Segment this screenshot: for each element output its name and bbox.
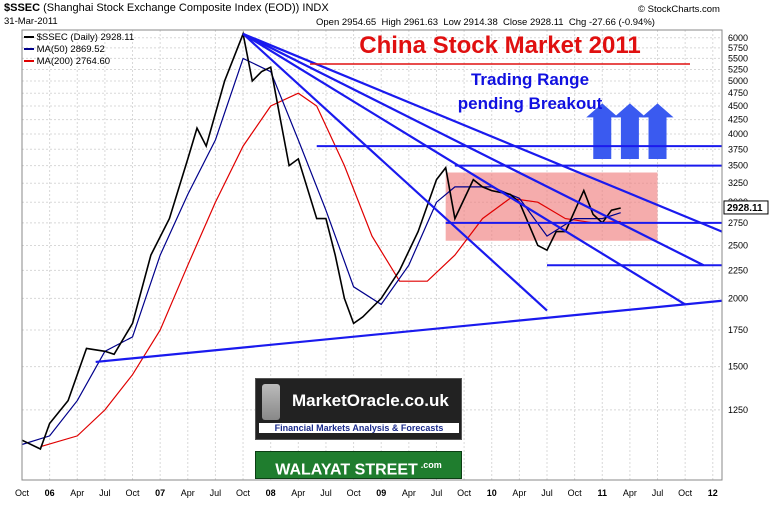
y-tick-label: 5250 [728, 64, 748, 74]
x-tick-label: Oct [236, 488, 251, 498]
x-tick-label: Oct [126, 488, 141, 498]
trading-range-box [445, 172, 658, 241]
breakout-arrows [586, 103, 674, 159]
walayat-text: WALAYAT STREET [275, 461, 418, 479]
y-tick-label: 4250 [728, 115, 748, 125]
range-box [445, 172, 658, 241]
up-arrow-icon [613, 103, 646, 159]
logo-statue-icon [262, 384, 280, 420]
y-tick-label: 2250 [728, 265, 748, 275]
x-tick-label: 12 [708, 488, 718, 498]
price-label: 2928.11 [727, 203, 763, 214]
y-tick-label: 1750 [728, 325, 748, 335]
x-tick-label: Apr [181, 488, 195, 498]
price-label-box [723, 200, 769, 215]
chart-title: China Stock Market 2011 [359, 32, 641, 59]
x-tick-label: Apr [402, 488, 416, 498]
walayat-street-logo: WALAYAT STREET .com [255, 451, 462, 479]
price-line [21, 31, 621, 451]
legend-ma200-label: MA(200) 2764.60 [36, 56, 111, 67]
up-arrow-icon [586, 103, 619, 159]
logo-tagline: Financial Markets Analysis & Forecasts [259, 423, 459, 433]
x-tick-label: Jul [431, 488, 443, 498]
ma200-line [40, 92, 621, 448]
trendlines [95, 32, 723, 364]
plot-frame [21, 29, 723, 481]
logo-text: MarketOracle.co.uk [292, 391, 449, 410]
trendline [242, 32, 723, 233]
change-value: Chg -27.66 (-0.94%) [568, 17, 655, 28]
x-tick-label: 09 [376, 488, 386, 498]
x-tick-label: Jul [210, 488, 222, 498]
x-tick-label: 10 [487, 488, 497, 498]
x-tick-label: Jul [541, 488, 553, 498]
x-tick-label: 08 [266, 488, 276, 498]
x-tick-label: 11 [598, 488, 608, 498]
x-tick-label: Oct [15, 488, 30, 498]
symbol: $SSEC [4, 2, 41, 14]
y-tick-label: 5750 [728, 43, 748, 53]
x-tick-label: Apr [291, 488, 305, 498]
x-tick-label: Oct [457, 488, 472, 498]
y-tick-label: 2750 [728, 218, 748, 228]
legend-price-label: $SSEC (Daily) 2928.11 [36, 32, 135, 43]
chart-symbol-line: $SSEC (Shanghai Stock Exchange Composite… [4, 2, 329, 14]
axes: 1250150017502000225025002750300032503500… [15, 29, 769, 498]
x-tick-label: Oct [678, 488, 693, 498]
y-tick-label: 2000 [728, 293, 748, 303]
x-tick-label: Oct [568, 488, 583, 498]
annotation-line2: pending Breakout [457, 94, 603, 113]
price-series [21, 31, 621, 451]
walayat-suffix: .com [420, 460, 442, 470]
credit: © StockCharts.com [638, 4, 720, 15]
y-tick-label: 1250 [728, 405, 748, 415]
legend-price: $SSEC (Daily) 2928.11 [24, 32, 134, 43]
y-tick-label: 4000 [728, 129, 748, 139]
y-tick-label: 5500 [728, 53, 748, 63]
x-tick-label: Jul [320, 488, 332, 498]
title-underline [310, 63, 690, 65]
y-tick-label: 4750 [728, 88, 748, 98]
y-tick-label: 1500 [728, 362, 748, 372]
y-tick-label: 2500 [728, 240, 748, 250]
x-tick-label: 06 [45, 488, 55, 498]
low-value: Low 2914.38 [443, 17, 498, 28]
trendline [242, 33, 548, 312]
ma50-line [21, 57, 621, 446]
x-tick-label: Apr [623, 488, 637, 498]
y-tick-label: 5000 [728, 76, 748, 86]
x-tick-label: Apr [70, 488, 84, 498]
symbol-description: (Shanghai Stock Exchange Composite Index… [43, 2, 300, 14]
x-tick-label: Apr [512, 488, 526, 498]
close-value: Close 2928.11 [503, 17, 564, 28]
x-tick-label: Oct [347, 488, 362, 498]
x-tick-label: 07 [155, 488, 165, 498]
open-value: Open 2954.65 [316, 17, 377, 28]
y-tick-label: 3500 [728, 161, 748, 171]
y-tick-label: 4500 [728, 101, 748, 111]
y-tick-label: 6000 [728, 33, 748, 43]
high-value: High 2961.63 [381, 17, 439, 28]
trendline [242, 32, 705, 267]
trendline [95, 299, 723, 364]
chart-date: 31-Mar-2011 [4, 16, 58, 27]
y-tick-label: 3750 [728, 144, 748, 154]
legend-ma50: MA(50) 2869.52 [24, 44, 105, 55]
x-tick-label: Jul [99, 488, 111, 498]
trendline [242, 32, 686, 306]
ohlc-line: Open 2954.65 High 2961.63 Low 2914.38 Cl… [316, 17, 655, 28]
legend-ma50-label: MA(50) 2869.52 [36, 44, 105, 55]
legend-ma200: MA(200) 2764.60 [24, 56, 110, 67]
up-arrow-icon [641, 103, 674, 159]
y-tick-label: 3250 [728, 178, 748, 188]
x-tick-label: Jul [652, 488, 664, 498]
exchange: INDX [302, 2, 329, 14]
annotation-line1: Trading Range [470, 70, 590, 89]
